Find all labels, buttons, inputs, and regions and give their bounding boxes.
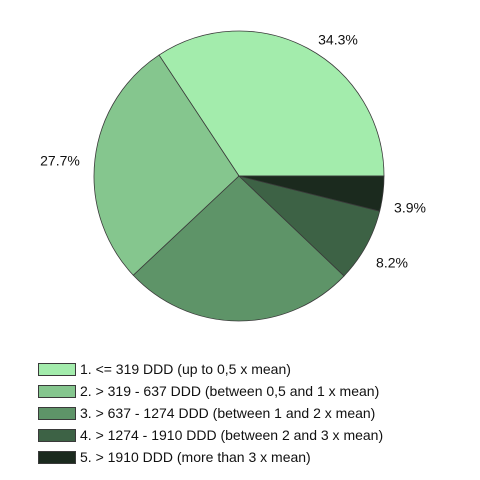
legend-label-2: 2. > 319 - 637 DDD (between 0,5 and 1 x … (80, 383, 380, 399)
legend-label-3: 3. > 637 - 1274 DDD (between 1 and 2 x m… (80, 405, 376, 421)
legend-item-1: 1. <= 319 DDD (up to 0,5 x mean) (38, 358, 470, 380)
legend-item-3: 3. > 637 - 1274 DDD (between 1 and 2 x m… (38, 402, 470, 424)
legend-label-5: 5. > 1910 DDD (more than 3 x mean) (80, 449, 311, 465)
pie-value-labels: 34.3% 27.7% 25.9% 8.2% 3.9% (40, 32, 426, 365)
pie-value-label-5: 3.9% (394, 200, 426, 216)
legend: 1. <= 319 DDD (up to 0,5 x mean) 2. > 319… (38, 358, 470, 468)
pie-chart-svg: 34.3% 27.7% 25.9% 8.2% 3.9% (40, 30, 426, 365)
legend-label-1: 1. <= 319 DDD (up to 0,5 x mean) (80, 361, 291, 377)
legend-swatch-5 (38, 450, 76, 464)
legend-item-4: 4. > 1274 - 1910 DDD (between 2 and 3 x … (38, 424, 470, 446)
pie-slice-2 (93, 54, 240, 276)
legend-swatch-4 (38, 428, 76, 442)
pie-value-label-3: 25.9% (217, 349, 257, 350)
legend-item-2: 2. > 319 - 637 DDD (between 0,5 and 1 x … (38, 380, 470, 402)
pie-value-label-4: 8.2% (376, 255, 408, 271)
pie-slice-3 (132, 175, 345, 322)
pie-value-label-1: 34.3% (318, 32, 358, 48)
pie-value-label-2: 27.7% (40, 153, 80, 169)
pie-slices (93, 30, 385, 322)
legend-swatch-1 (38, 362, 76, 376)
legend-swatch-2 (38, 384, 76, 398)
legend-item-5: 5. > 1910 DDD (more than 3 x mean) (38, 446, 470, 468)
legend-label-4: 4. > 1274 - 1910 DDD (between 2 and 3 x … (80, 427, 384, 443)
legend-swatch-3 (38, 406, 76, 420)
pie-slice-5 (238, 175, 385, 212)
